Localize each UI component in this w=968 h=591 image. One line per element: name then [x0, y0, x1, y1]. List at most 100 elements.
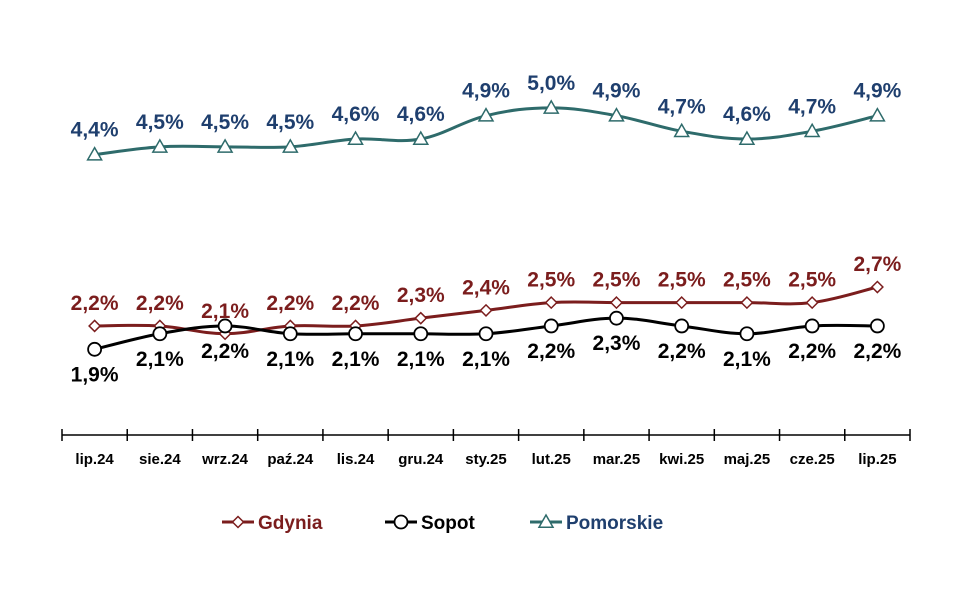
- data-label-gdynia: 2,2%: [71, 292, 119, 315]
- x-tick-label: gru.24: [398, 451, 444, 468]
- data-label-gdynia: 2,5%: [527, 269, 575, 292]
- data-point-sopot: [739, 326, 755, 342]
- data-label-sopot: 2,1%: [332, 348, 380, 371]
- data-point-pomorskie: [673, 122, 690, 138]
- data-label-sopot: 2,1%: [136, 348, 184, 371]
- data-label-pomorskie: 4,9%: [853, 80, 901, 103]
- data-point-gdynia: [88, 319, 102, 333]
- data-label-sopot: 2,2%: [853, 340, 901, 363]
- data-point-pomorskie: [216, 138, 234, 153]
- data-label-pomorskie: 5,0%: [527, 72, 575, 95]
- x-tick-label: lip.25: [858, 451, 896, 468]
- x-tick-label: lip.24: [75, 451, 114, 468]
- data-label-pomorskie: 4,4%: [71, 119, 119, 142]
- data-label-gdynia: 2,2%: [136, 292, 184, 315]
- data-point-sopot: [543, 318, 559, 334]
- data-label-sopot: 2,1%: [462, 348, 510, 371]
- data-label-gdynia: 2,5%: [723, 269, 771, 292]
- data-label-sopot: 2,1%: [723, 348, 771, 371]
- legend: Gdynia Sopot Pomorskie: [222, 513, 663, 534]
- series-gdynia: 2,2% 2,2% 2,1% 2,2% 2,2% 2,3% 2,4% 2,5% 2,5% 2,5%…: [71, 253, 902, 341]
- data-point-gdynia: [870, 280, 884, 294]
- data-point-gdynia: [544, 296, 558, 310]
- data-point-sopot: [609, 310, 624, 326]
- data-label-gdynia: 2,5%: [788, 269, 836, 292]
- legend-item-pomorskie: Pomorskie: [530, 513, 663, 534]
- data-point-sopot: [869, 318, 885, 334]
- legend-marker-pomorskie: [537, 513, 555, 528]
- data-label-gdynia: 2,5%: [593, 269, 641, 292]
- data-label-sopot: 2,2%: [658, 340, 706, 363]
- data-point-sopot: [217, 318, 233, 334]
- data-point-pomorskie: [477, 107, 495, 122]
- data-label-sopot: 2,1%: [397, 348, 445, 371]
- data-label-sopot: 2,3%: [593, 332, 641, 355]
- data-label-sopot: 2,2%: [201, 340, 249, 363]
- data-point-sopot: [348, 326, 363, 342]
- data-label-sopot: 2,1%: [266, 348, 314, 371]
- data-label-pomorskie: 4,6%: [397, 103, 445, 126]
- plot-area: 2,2% 2,2% 2,1% 2,2% 2,2% 2,3% 2,4% 2,5% 2,5% 2,5%…: [71, 72, 902, 386]
- x-tick-label: lis.24: [337, 451, 375, 468]
- data-point-pomorskie: [738, 130, 756, 146]
- data-point-gdynia: [479, 303, 493, 317]
- x-tick-label: sie.24: [139, 451, 181, 468]
- series-sopot: 1,9% 2,1% 2,2% 2,1% 2,1% 2,1% 2,1% 2,2% 2,3% 2,2%…: [71, 310, 902, 386]
- data-label-pomorskie: 4,7%: [788, 95, 836, 118]
- data-label-pomorskie: 4,6%: [332, 103, 380, 126]
- data-point-sopot: [152, 326, 168, 342]
- data-point-pomorskie: [869, 107, 886, 122]
- data-label-pomorskie: 4,6%: [723, 103, 771, 126]
- data-point-sopot: [87, 341, 103, 357]
- legend-label-pomorskie: Pomorskie: [566, 513, 663, 534]
- data-point-gdynia: [740, 296, 754, 310]
- x-axis: lip.24 sie.24 wrz.24 paź.24 lis.24 gru.24 sty.…: [61, 429, 911, 468]
- data-point-pomorskie: [86, 146, 103, 161]
- data-point-pomorskie: [608, 107, 625, 122]
- x-tick-label: maj.25: [724, 451, 771, 468]
- data-label-pomorskie: 4,7%: [658, 95, 706, 118]
- x-tick-label: kwi.25: [659, 451, 704, 468]
- legend-item-sopot: Sopot: [385, 513, 475, 534]
- legend-label-gdynia: Gdynia: [258, 513, 323, 534]
- legend-marker-gdynia: [231, 515, 245, 529]
- data-label-sopot: 2,2%: [788, 340, 836, 363]
- data-point-gdynia: [675, 296, 689, 310]
- data-point-pomorskie: [542, 99, 560, 114]
- data-point-gdynia: [414, 311, 428, 325]
- data-label-gdynia: 2,2%: [332, 292, 380, 315]
- data-point-pomorskie: [803, 122, 821, 138]
- data-label-gdynia: 2,5%: [658, 269, 706, 292]
- data-point-pomorskie: [151, 138, 169, 153]
- data-label-pomorskie: 4,5%: [266, 111, 314, 134]
- x-tick-label: mar.25: [593, 451, 641, 468]
- data-label-sopot: 2,2%: [527, 340, 575, 363]
- legend-label-sopot: Sopot: [421, 513, 475, 534]
- x-tick-label: wrz.24: [201, 451, 249, 468]
- data-label-pomorskie: 4,9%: [593, 80, 641, 103]
- data-point-gdynia: [805, 296, 819, 310]
- series-pomorskie: 4,4% 4,5% 4,5% 4,5% 4,6% 4,6% 4,9% 5,0% 4,9% 4,7%…: [71, 72, 902, 161]
- data-point-sopot: [413, 326, 429, 342]
- data-point-sopot: [282, 326, 298, 342]
- data-point-pomorskie: [347, 130, 364, 146]
- x-tick-label: paź.24: [267, 451, 314, 468]
- data-label-pomorskie: 4,5%: [201, 111, 249, 134]
- data-label-gdynia: 2,2%: [266, 292, 314, 315]
- data-point-pomorskie: [282, 138, 299, 153]
- data-label-sopot: 1,9%: [71, 363, 119, 386]
- data-label-gdynia: 2,7%: [853, 253, 901, 276]
- x-tick-label: cze.25: [790, 451, 835, 468]
- data-point-sopot: [804, 318, 820, 334]
- data-label-pomorskie: 4,5%: [136, 111, 184, 134]
- data-label-gdynia: 2,4%: [462, 276, 510, 299]
- data-label-gdynia: 2,3%: [397, 284, 445, 307]
- legend-marker-sopot: [393, 514, 409, 530]
- data-label-pomorskie: 4,9%: [462, 80, 510, 103]
- x-tick-label: sty.25: [465, 451, 506, 468]
- x-tick-label: lut.25: [532, 451, 571, 468]
- legend-item-gdynia: Gdynia: [222, 513, 323, 534]
- data-point-pomorskie: [412, 130, 430, 146]
- data-label-gdynia: 2,1%: [201, 300, 249, 323]
